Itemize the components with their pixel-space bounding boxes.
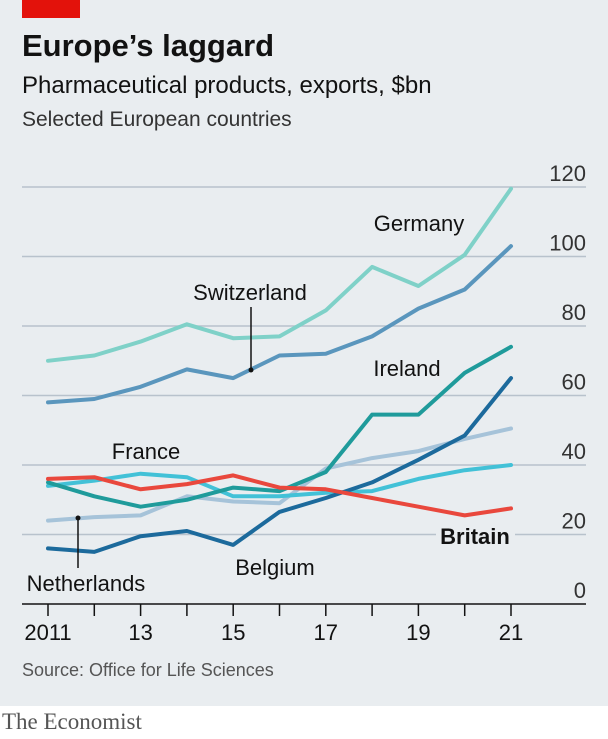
series-label-switzerland: Switzerland [193, 280, 307, 305]
series-line-switzerland [46, 244, 513, 405]
series-line-belgium [46, 376, 513, 554]
series-lines [46, 186, 513, 554]
y-tick-label: 0 [574, 578, 586, 603]
line-chart: 20 40 60 80 100 120 0 2011 13 15 17 19 21 Germany Sw… [22, 161, 586, 645]
y-tick-label: 80 [562, 300, 586, 325]
series-label-britain: Britain [440, 524, 510, 549]
series-line-germany [46, 186, 513, 363]
series-line-britain [46, 473, 513, 518]
series-label-belgium: Belgium [235, 555, 314, 580]
series-line-france [46, 463, 513, 499]
y-tick-label: 60 [562, 370, 586, 395]
chart-title: Europe’s laggard [22, 28, 275, 63]
x-tick-label: 17 [314, 620, 338, 645]
switzerland-leader-dot [248, 367, 254, 373]
x-tick-label: 19 [406, 620, 430, 645]
x-tick-label: 13 [128, 620, 152, 645]
britain-label-bg [436, 524, 515, 550]
y-tick-label: 100 [549, 231, 586, 256]
x-axis: 2011 13 15 17 19 21 [22, 603, 586, 645]
y-tick-label: 120 [549, 161, 586, 186]
y-tick-label: 40 [562, 439, 586, 464]
x-tick-label: 2011 [24, 620, 71, 645]
series-label-netherlands: Netherlands [27, 571, 146, 596]
series-label-ireland: Ireland [373, 356, 440, 381]
brand-red-bar [22, 0, 80, 18]
series-label-france: France [112, 439, 180, 464]
series-line-netherlands [46, 426, 513, 523]
brand-logo: The Economist [2, 709, 142, 734]
chart-note: Selected European countries [22, 108, 292, 131]
chart-subtitle: Pharmaceutical products, exports, $bn [22, 72, 432, 99]
series-labels: Germany Switzerland Ireland Belgium France Ne… [27, 211, 515, 596]
netherlands-leader-dot [75, 515, 81, 521]
x-tick-label: 21 [499, 620, 523, 645]
gridlines: 20 40 60 80 100 120 0 [22, 161, 586, 603]
series-line-ireland [46, 344, 513, 509]
x-tick-label: 15 [221, 620, 245, 645]
series-label-germany: Germany [374, 211, 464, 236]
y-tick-label: 20 [562, 509, 586, 534]
source-note: Source: Office for Life Sciences [22, 660, 274, 680]
